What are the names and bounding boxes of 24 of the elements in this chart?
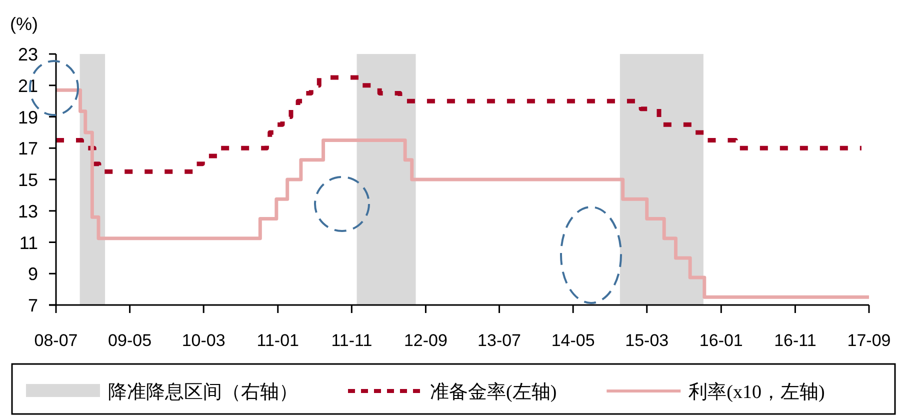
x-tick-label: 17-09 <box>847 331 891 350</box>
y-axis-title: (%) <box>10 14 38 34</box>
x-tick-label: 13-07 <box>478 331 522 350</box>
x-tick-label: 15-03 <box>625 331 669 350</box>
legend-label: 降准降息区间（右轴） <box>108 382 298 403</box>
x-tick-label: 16-11 <box>774 331 816 350</box>
x-tick-label: 10-03 <box>182 331 226 350</box>
y-tick-label: 11 <box>19 232 38 253</box>
y-tick-label: 15 <box>18 170 38 190</box>
x-tick-label: 08-07 <box>34 331 78 350</box>
y-tick-label: 9 <box>28 264 38 284</box>
legend-label: 准备金率(左轴) <box>430 381 557 403</box>
y-tick-label: 7 <box>28 296 38 316</box>
x-tick-label: 11-01 <box>256 331 299 350</box>
y-tick-label: 13 <box>18 201 38 222</box>
y-tick-label: 23 <box>18 44 38 64</box>
x-tick-label: 12-09 <box>404 331 448 350</box>
legend-label: 利率(x10，左轴) <box>688 381 825 403</box>
x-tick-label: 14-05 <box>551 331 595 350</box>
y-tick-label: 19 <box>18 107 38 128</box>
x-tick-label: 09-05 <box>108 331 152 350</box>
x-tick-label: 16-01 <box>699 331 743 350</box>
y-tick-label: 17 <box>18 138 38 159</box>
x-tick-label: 11-11 <box>331 331 372 350</box>
